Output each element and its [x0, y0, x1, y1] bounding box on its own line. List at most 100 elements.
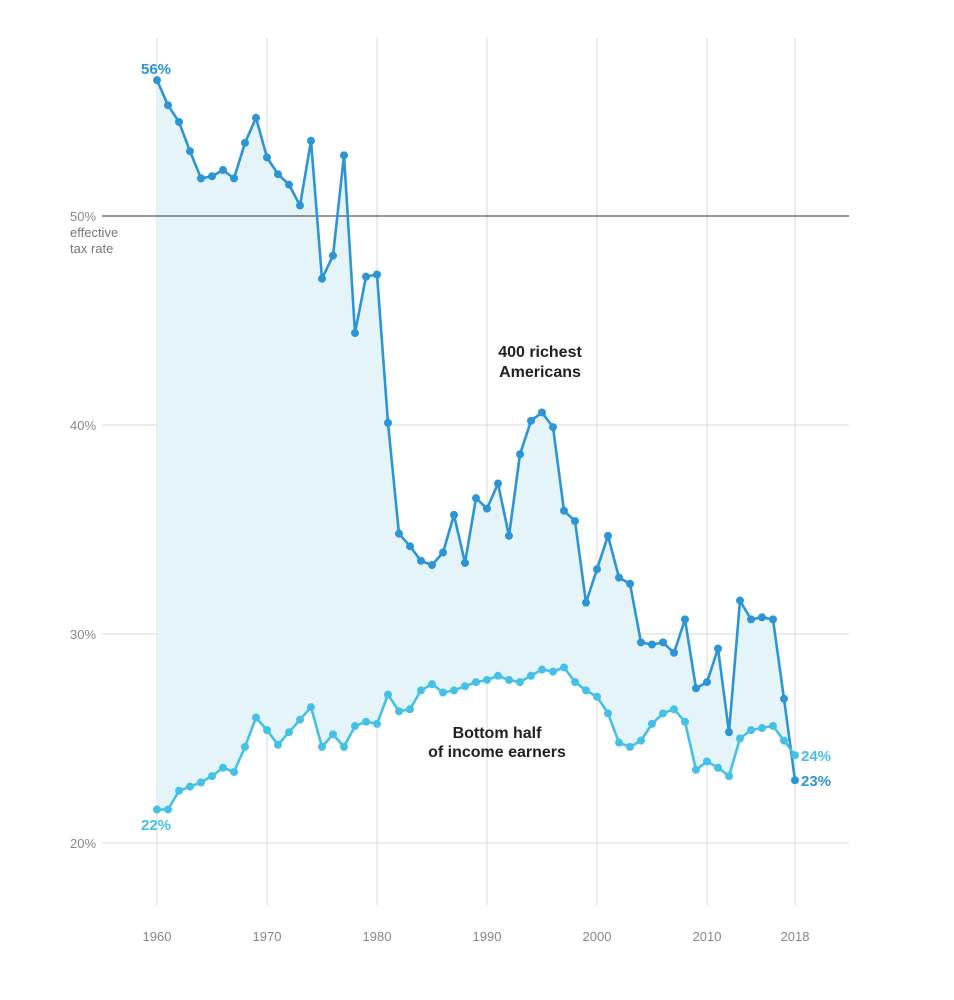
bottom-point-2008 — [681, 717, 689, 726]
richest-point-2016 — [769, 615, 777, 624]
bottom-point-1992 — [505, 675, 513, 684]
bottom-point-1991 — [494, 671, 502, 680]
richest-point-1970 — [263, 153, 271, 162]
richest-point-2010 — [703, 678, 711, 687]
bottom-point-1964 — [197, 778, 205, 787]
richest-point-1980 — [373, 270, 381, 279]
bottom-point-1982 — [395, 707, 403, 716]
richest-point-1963 — [186, 147, 194, 156]
bottom-point-1997 — [560, 663, 568, 672]
richest-point-1999 — [582, 598, 590, 607]
bottom-point-1969 — [252, 713, 260, 722]
richest-point-1991 — [494, 479, 502, 488]
bottom-point-1984 — [417, 686, 425, 695]
richest-point-2001 — [604, 531, 612, 540]
richest-point-2012 — [725, 728, 733, 737]
richest-point-1993 — [516, 450, 524, 459]
bottom-point-1983 — [406, 705, 414, 714]
richest-point-1977 — [340, 151, 348, 160]
x-tick-label-1970: 1970 — [253, 929, 282, 944]
bottom-label-line-1: Bottom half — [453, 725, 543, 742]
richest-point-2015 — [758, 613, 766, 622]
bottom-point-1968 — [241, 742, 249, 751]
value-end-labels: 56% 23% 22% 24% — [141, 61, 831, 834]
richest-point-1984 — [417, 556, 425, 565]
series-labels: 400 richest Americans Bottom half of inc… — [428, 344, 582, 761]
bottom-point-1963 — [186, 782, 194, 791]
richest-point-1982 — [395, 529, 403, 538]
bottom-point-1995 — [538, 665, 546, 674]
bottom-point-1973 — [296, 715, 304, 724]
bottom-point-1998 — [571, 678, 579, 687]
bottom-point-2006 — [659, 709, 667, 718]
richest-point-1968 — [241, 138, 249, 147]
richest-point-1961 — [164, 101, 172, 110]
richest-point-2007 — [670, 648, 678, 657]
y-axis-note: effective tax rate — [70, 225, 118, 256]
bottom-point-2002 — [615, 738, 623, 747]
bottom-start-label: 22% — [141, 817, 171, 834]
bottom-point-1989 — [472, 678, 480, 687]
richest-point-1973 — [296, 201, 304, 210]
bottom-point-2007 — [670, 705, 678, 714]
bottom-point-2005 — [648, 719, 656, 728]
richest-point-2017 — [780, 694, 788, 703]
richest-point-1972 — [285, 180, 293, 189]
richest-point-1992 — [505, 531, 513, 540]
richest-label-line-1: 400 richest — [498, 344, 582, 361]
bottom-point-2012 — [725, 772, 733, 781]
bottom-point-1967 — [230, 767, 238, 776]
richest-point-2008 — [681, 615, 689, 624]
richest-point-1990 — [483, 504, 491, 513]
bottom-point-1987 — [450, 686, 458, 695]
x-tick-label-1960: 1960 — [143, 929, 172, 944]
richest-point-2014 — [747, 615, 755, 624]
bottom-point-1978 — [351, 721, 359, 730]
bottom-point-2010 — [703, 757, 711, 766]
richest-point-1978 — [351, 329, 359, 338]
richest-point-2006 — [659, 638, 667, 647]
richest-point-1985 — [428, 561, 436, 570]
x-tick-label-1990: 1990 — [473, 929, 502, 944]
y-tick-label-20: 20% — [70, 836, 96, 851]
bottom-point-1985 — [428, 680, 436, 689]
richest-point-2009 — [692, 684, 700, 693]
bottom-point-1965 — [208, 772, 216, 781]
richest-point-1974 — [307, 136, 315, 145]
bottom-point-1960 — [153, 805, 161, 814]
y-tick-label-30: 30% — [70, 627, 96, 642]
richest-point-1976 — [329, 251, 337, 260]
bottom-point-1981 — [384, 690, 392, 699]
bottom-point-1975 — [318, 742, 326, 751]
bottom-point-2009 — [692, 765, 700, 774]
richest-point-1987 — [450, 510, 458, 519]
richest-point-1964 — [197, 174, 205, 183]
bottom-point-1990 — [483, 675, 491, 684]
richest-point-2002 — [615, 573, 623, 582]
bottom-point-2001 — [604, 709, 612, 718]
series-points — [153, 76, 799, 814]
richest-point-1989 — [472, 494, 480, 503]
y-tick-label-40: 40% — [70, 418, 96, 433]
x-tick-label-2010: 2010 — [693, 929, 722, 944]
x-tick-label-2000: 2000 — [583, 929, 612, 944]
richest-point-1966 — [219, 166, 227, 175]
richest-point-1996 — [549, 423, 557, 432]
x-tick-label-2018: 2018 — [781, 929, 810, 944]
bottom-point-2016 — [769, 721, 777, 730]
richest-point-1983 — [406, 542, 414, 551]
bottom-point-1971 — [274, 740, 282, 749]
richest-point-1969 — [252, 113, 260, 122]
richest-label-line-2: Americans — [499, 364, 581, 381]
bottom-point-1974 — [307, 703, 315, 712]
bottom-point-1993 — [516, 678, 524, 687]
richest-point-1998 — [571, 517, 579, 526]
gap-area-fill — [157, 80, 795, 810]
bottom-point-2018 — [791, 751, 799, 760]
richest-point-2011 — [714, 644, 722, 653]
richest-point-1960 — [153, 76, 161, 85]
x-axis-tick-labels: 1960 1970 1980 1990 2000 2010 2018 — [143, 929, 810, 944]
richest-point-2003 — [626, 579, 634, 588]
richest-point-1979 — [362, 272, 370, 281]
